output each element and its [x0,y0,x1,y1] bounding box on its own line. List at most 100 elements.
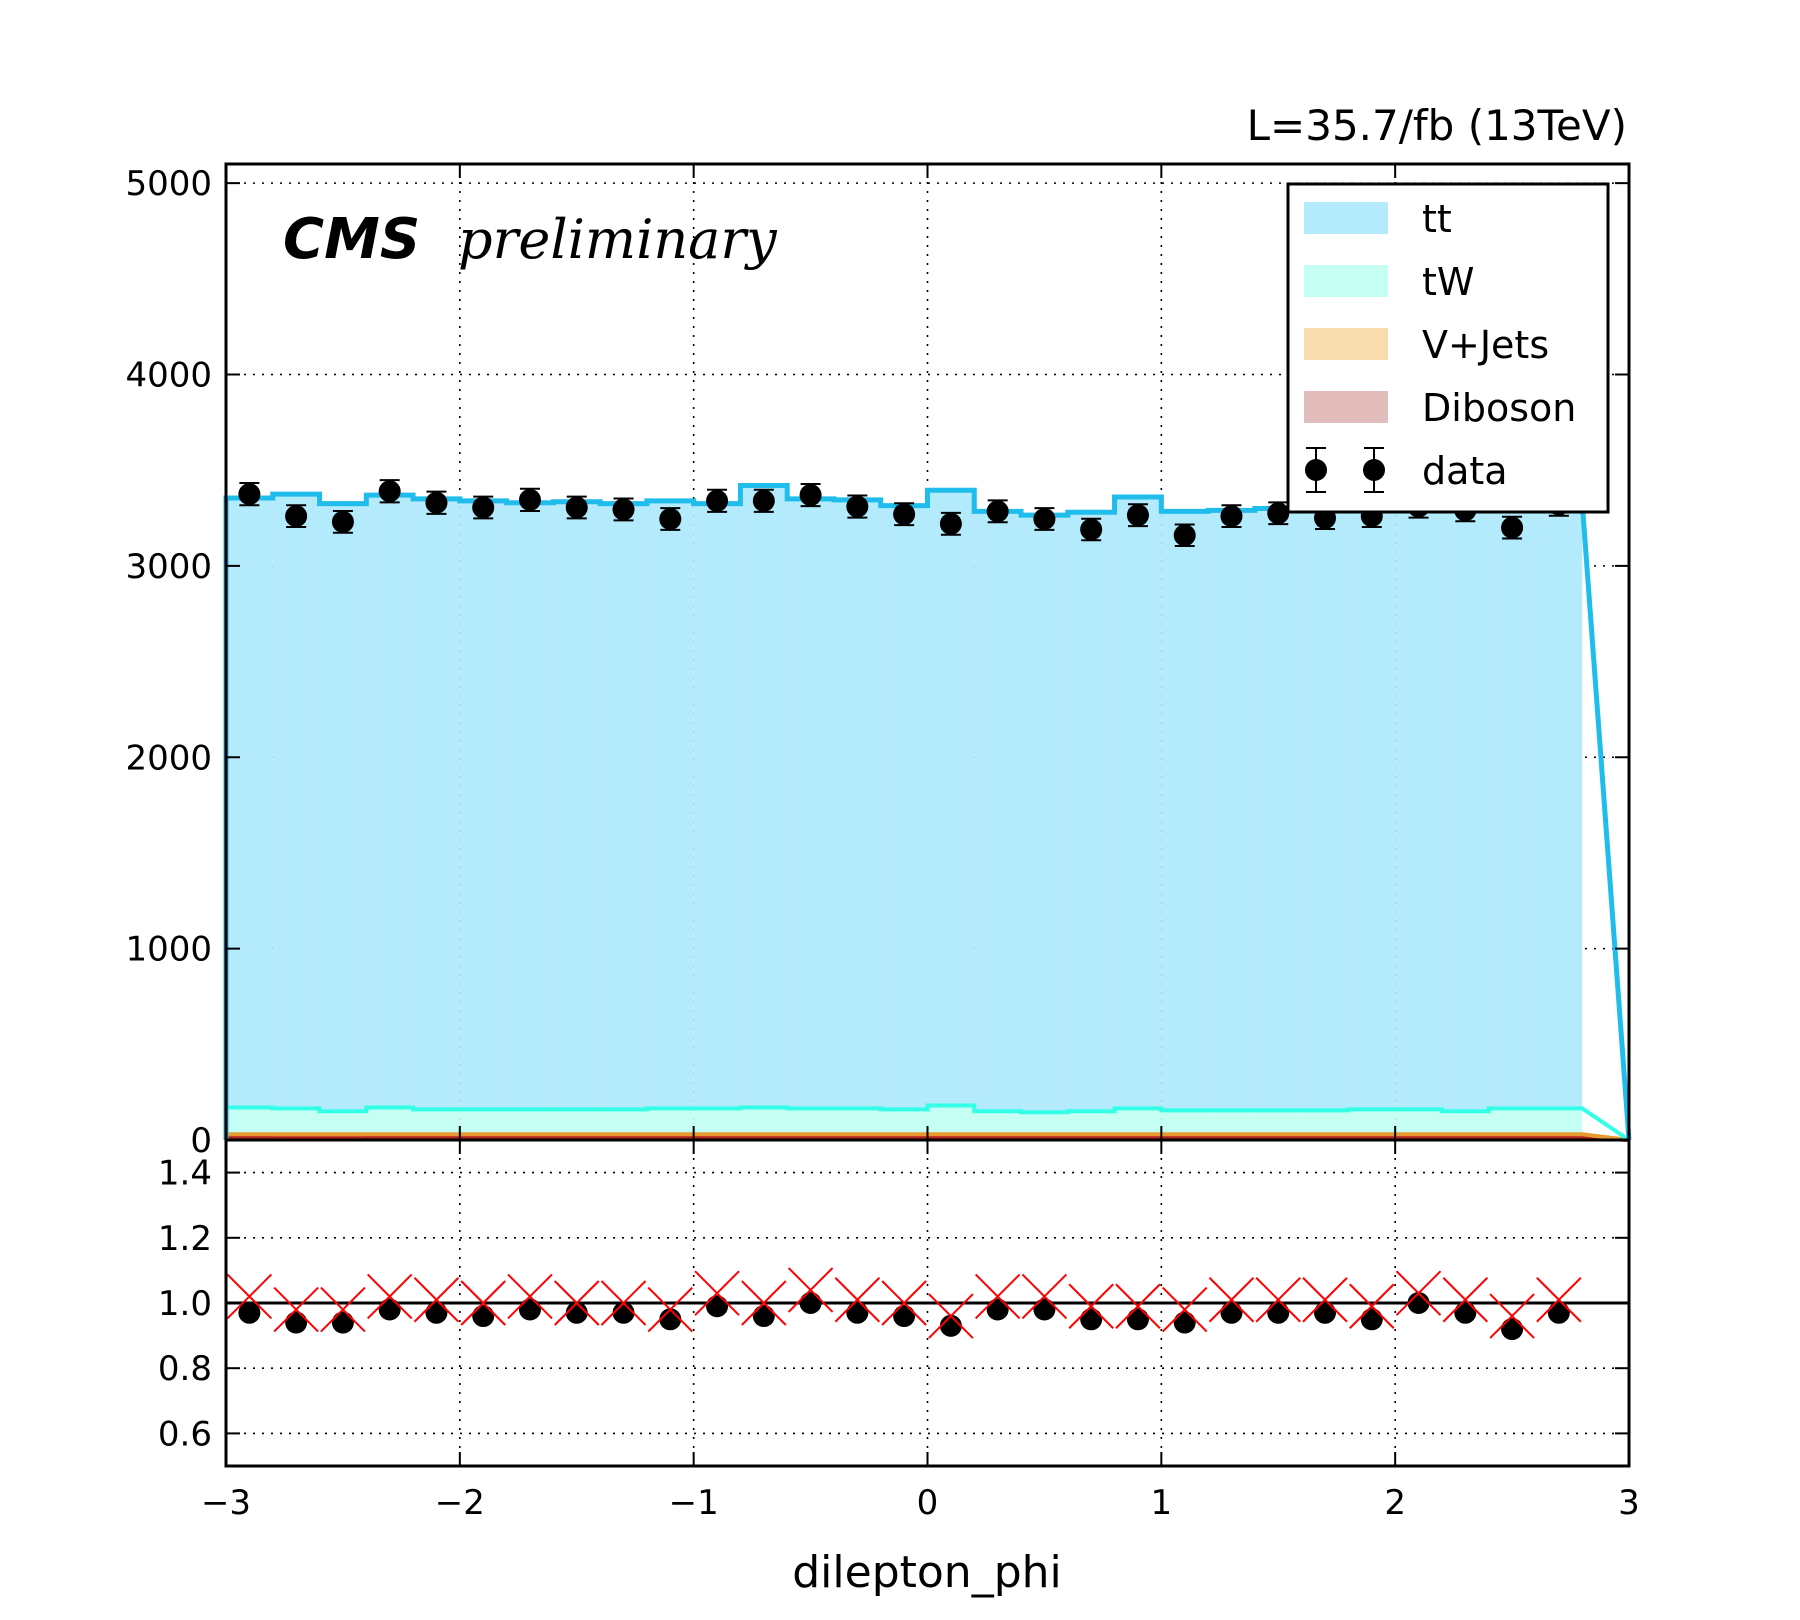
ratio-point [238,1301,261,1324]
stack-bar-tt [1254,508,1302,1111]
ratio-x-marker [320,1286,366,1333]
data-point [1267,502,1290,525]
stack-bar-tt [974,511,1022,1112]
legend-swatch-tw [1304,265,1388,297]
legend-swatch-diboson [1304,391,1388,423]
y-tick-label: 0 [190,1121,212,1161]
stack-bar-tw [1208,1110,1255,1135]
stack-bar-tw [1535,1108,1583,1135]
stack-bar-tt [1348,505,1396,1110]
legend: tt tW V+Jets Diboson data [1286,182,1610,514]
ratio-x-marker [226,1273,273,1320]
x-tick-label: 3 [1618,1483,1640,1523]
stack-bar-tt [1395,508,1442,1110]
data-point [331,510,354,533]
stack-bar-tw [927,1105,975,1135]
data-point [612,498,635,521]
stack-bar-tt [787,498,834,1109]
y-tick-label: 3000 [125,547,212,587]
legend-label: tW [1422,260,1474,304]
ratio-x-marker [787,1267,834,1313]
ratio-x-marker [1489,1293,1535,1339]
ratio-x-marker [741,1280,787,1326]
x-tick-label: 2 [1384,1483,1406,1523]
ratio-x-marker [928,1293,974,1339]
ratio-point [1360,1308,1383,1331]
stack-bar-tt [1535,502,1583,1109]
stack-bar-tw [553,1109,601,1135]
ratio-point [612,1301,635,1324]
legend-label: Diboson [1422,386,1576,430]
stack-bar-tw [740,1107,788,1135]
ratio-x-marker [1162,1286,1208,1333]
ratio-point [1407,1292,1430,1314]
stack-bar-tw [1348,1109,1396,1135]
data-point [799,484,822,507]
stack-outline-tw [224,1103,1631,1142]
x-tick-label: −1 [669,1483,719,1523]
ratio-point [659,1308,682,1331]
stack-bar-tt [226,497,273,1108]
stack-bar-tt [833,499,881,1109]
data-point [378,480,401,503]
x-tick-label: −2 [435,1483,485,1523]
stack-bar-tw [413,1109,460,1135]
stack-bar-tw [1254,1110,1302,1135]
ratio-x-marker [1302,1277,1348,1323]
legend-label: tt [1422,197,1452,241]
stack-bar-tt [1067,512,1115,1112]
stack-bar-tw [646,1108,694,1135]
ratio-x-marker [366,1273,413,1320]
stack-bar-tt [1114,496,1162,1109]
stack-bar-tt [880,505,928,1110]
stack-bar-tt [740,485,788,1108]
ratio-tick-label: 1.4 [158,1154,212,1194]
stack-bar-tt [1488,506,1536,1109]
data-point [1080,518,1103,541]
ratio-x-marker [554,1280,600,1326]
stack-bar-tw [1441,1111,1489,1135]
main-y-ticks: 0 1000 2000 3000 4000 5000 [125,164,1629,1161]
stack-outline-v-jets [224,1132,1630,1142]
x-tick-label: 1 [1151,1483,1173,1523]
ratio-x-marker [694,1270,740,1316]
ratio-point [565,1301,588,1324]
legend-label: data [1422,449,1508,493]
data-point [238,483,261,506]
ratio-point [1547,1301,1570,1324]
ratio-points [226,1267,1582,1341]
legend-data-marker [1305,459,1327,481]
stack-bar-tw [506,1109,554,1135]
ratio-x-marker [834,1277,881,1323]
ratio-x-marker [1395,1270,1442,1316]
ratio-point [1080,1308,1103,1331]
stack-bar-tt [927,490,975,1106]
ratio-point [1267,1301,1290,1324]
ratio-x-marker [1349,1283,1395,1329]
ratio-x-marker [881,1280,927,1326]
data-point [659,507,682,530]
stack-bar-tt [693,503,741,1109]
ratio-point [1501,1318,1524,1341]
ratio-point [893,1305,916,1328]
ratio-x-marker [507,1273,553,1320]
ratio-y-ticks: 0.6 0.8 1.0 1.2 1.4 [158,1154,1629,1454]
stack-bar-tw [319,1111,367,1135]
ratio-x-marker [460,1280,506,1326]
stack-fills [226,485,1583,1140]
stack-bar-tw [600,1109,647,1135]
cms-sublabel: preliminary [458,208,778,271]
stack-bar-tt [506,502,554,1110]
stack-bar-tw [1161,1110,1209,1135]
ratio-tick-label: 1.0 [158,1284,212,1324]
stack-bar-tt [319,503,367,1112]
ratio-point [1033,1298,1056,1321]
data-point [1220,505,1243,528]
stack-bar-tw [833,1108,881,1135]
ratio-x-marker [974,1273,1021,1320]
data-point [1126,504,1149,527]
legend-swatch-v-jets [1304,328,1388,360]
ratio-x-marker [1021,1273,1068,1320]
legend-data-marker [1363,459,1385,481]
